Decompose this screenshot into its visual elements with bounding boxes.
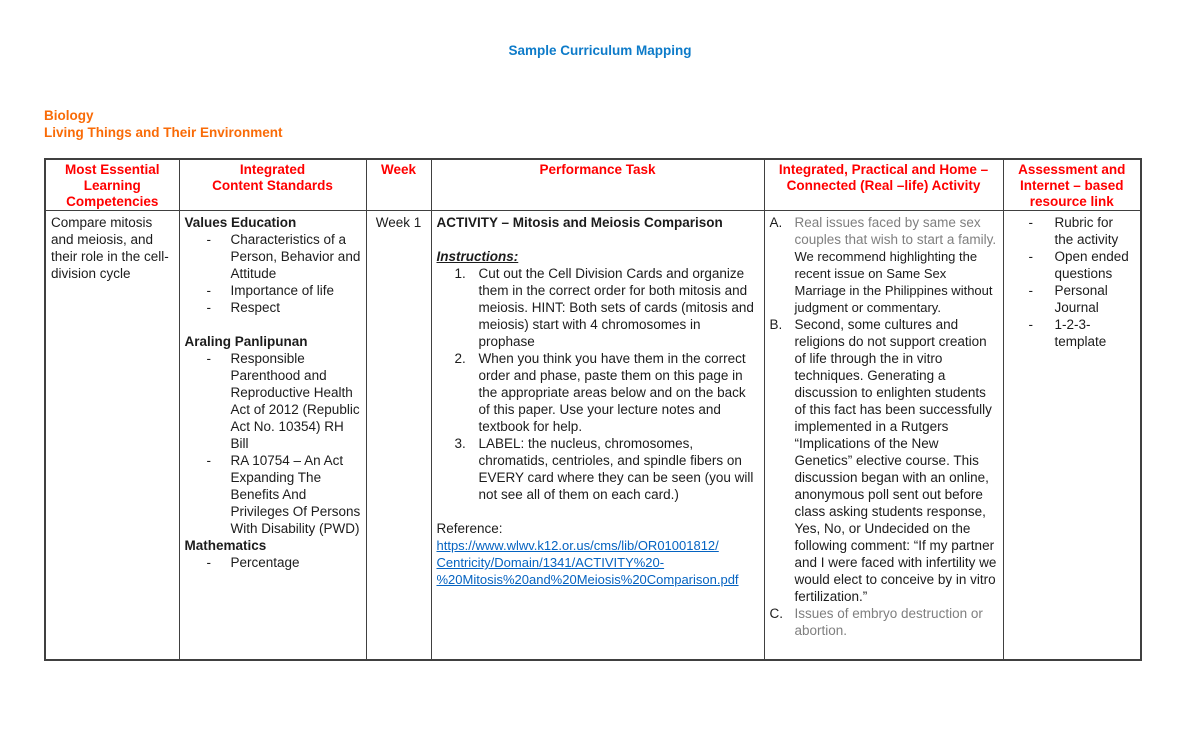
step-number: 1.	[454, 266, 466, 281]
dash-bullet: -	[206, 351, 212, 366]
standards-section-heading: Values Education	[184, 215, 297, 230]
list-item: - Importance of life	[206, 283, 335, 298]
list-item: - Characteristics of a Person, Behavior …	[206, 232, 361, 281]
instructions-label: Instructions:	[436, 249, 519, 264]
dash-bullet: -	[206, 232, 212, 247]
instruction-step: 1. Cut out the Cell Division Cards and o…	[454, 266, 754, 349]
item-letter: C.	[769, 606, 784, 621]
unit-heading: Living Things and Their Environment	[44, 125, 283, 140]
dash-bullet: -	[1028, 215, 1034, 230]
header-melc: Most Essential Learning Competencies	[44, 158, 180, 211]
header-assessment-resource: Assessment and Internet – based resource…	[1002, 158, 1142, 211]
reference-link-line[interactable]: %20Mitosis%20and%20Meiosis%20Comparison.…	[436, 572, 739, 587]
item-letter: A.	[769, 215, 783, 230]
activity-text-gray: Real issues faced by same sex couples th…	[794, 215, 997, 247]
cell-melc: Compare mitosis and meiosis, and their r…	[44, 210, 180, 660]
step-number: 2.	[454, 351, 466, 366]
cell-home-activity: A. Real issues faced by same sex couples…	[763, 210, 1004, 660]
cell-integrated-content-standards: Values Education - Characteristics of a …	[178, 210, 367, 660]
activity-text-note: We recommend highlighting the recent iss…	[794, 249, 993, 315]
reference-label: Reference:	[436, 521, 503, 536]
assessment-item: - Open ended questions	[1028, 249, 1129, 281]
standards-section-heading: Mathematics	[184, 538, 267, 553]
reference-link-line[interactable]: Centricity/Domain/1341/ACTIVITY%20-	[436, 555, 665, 570]
cell-assessment: - Rubric for the activity - Open ended q…	[1002, 210, 1142, 660]
subject-heading: Biology	[44, 108, 94, 123]
table-header-row: Most Essential Learning Competencies Int…	[44, 158, 1142, 211]
cell-week: Week 1	[365, 210, 432, 660]
activity-title: ACTIVITY – Mitosis and Meiosis Compariso…	[436, 215, 723, 230]
dash-bullet: -	[206, 555, 212, 570]
document-title: Sample Curriculum Mapping	[508, 43, 692, 58]
dash-bullet: -	[206, 283, 212, 298]
reference-link-line[interactable]: https://www.wlwv.k12.or.us/cms/lib/OR010…	[436, 538, 719, 553]
list-item: - Responsible Parenthood and Reproductiv…	[206, 351, 360, 451]
step-number: 3.	[454, 436, 466, 451]
header-week: Week	[365, 158, 432, 211]
dash-bullet: -	[1028, 317, 1034, 332]
assessment-item: - 1-2-3- template	[1028, 317, 1107, 349]
melc-text: Compare mitosis and meiosis, and their r…	[51, 215, 169, 281]
week-value: Week 1	[375, 215, 422, 230]
dash-bullet: -	[1028, 249, 1034, 264]
list-item: - Percentage	[206, 555, 300, 570]
header-home-activity: Integrated, Practical and Home – Connect…	[763, 158, 1004, 211]
standards-section-heading: Araling Panlipunan	[184, 334, 308, 349]
header-performance-task: Performance Task	[430, 158, 765, 211]
dash-bullet: -	[1028, 283, 1034, 298]
home-activity-item: C. Issues of embryo destruction or abort…	[769, 606, 983, 638]
dash-bullet: -	[206, 300, 212, 315]
curriculum-mapping-table: Most Essential Learning Competencies Int…	[44, 158, 1142, 661]
instruction-step: 3. LABEL: the nucleus, chromosomes, chro…	[454, 436, 754, 502]
header-integrated-content-standards: Integrated Content Standards	[178, 158, 367, 211]
instruction-step: 2. When you think you have them in the c…	[454, 351, 746, 434]
table-row: Compare mitosis and meiosis, and their r…	[44, 210, 1142, 660]
assessment-item: - Personal Journal	[1028, 283, 1108, 315]
home-activity-item: B. Second, some cultures and religions d…	[769, 317, 997, 604]
reference-link[interactable]: https://www.wlwv.k12.or.us/cms/lib/OR010…	[437, 537, 759, 588]
assessment-item: - Rubric for the activity	[1028, 215, 1119, 247]
home-activity-item: A. Real issues faced by same sex couples…	[770, 214, 998, 316]
cell-performance-task: ACTIVITY – Mitosis and Meiosis Compariso…	[430, 210, 765, 660]
dash-bullet: -	[206, 453, 212, 468]
list-item: - Respect	[206, 300, 281, 315]
item-letter: B.	[769, 317, 783, 332]
list-item: - RA 10754 – An Act Expanding The Benefi…	[206, 453, 361, 536]
